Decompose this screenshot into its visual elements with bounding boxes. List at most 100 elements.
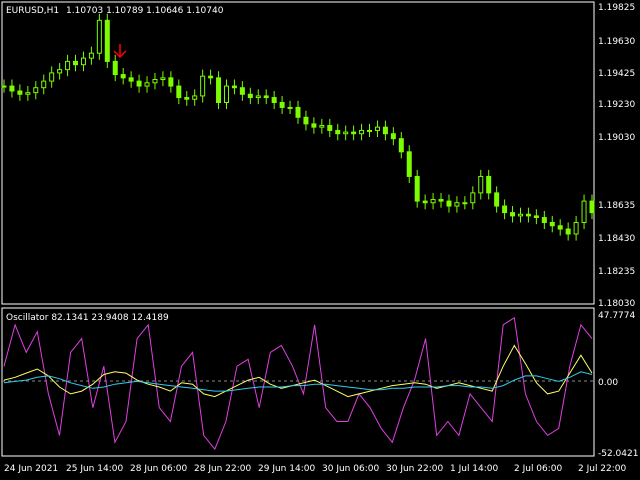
symbol-label: EURUSD,H1 — [6, 6, 59, 16]
candle-body — [581, 200, 587, 223]
candle-body — [96, 19, 102, 54]
candle-body — [160, 77, 166, 80]
candle-body — [486, 175, 492, 194]
time-tick: 2 Jul 22:00 — [578, 464, 627, 474]
candle-body — [573, 221, 579, 235]
candle-body — [549, 221, 555, 227]
candle-body — [510, 212, 516, 217]
candle-body — [311, 123, 317, 128]
candle-body — [65, 60, 71, 71]
candle-body — [88, 52, 94, 59]
candle-body — [49, 72, 55, 82]
candle-body — [136, 80, 142, 87]
candle-body — [184, 97, 190, 100]
candle-body — [41, 80, 47, 89]
candle-body — [589, 200, 595, 214]
candle-body — [223, 85, 229, 103]
ohlc-label: 1.10703 1.10789 1.10646 1.10740 — [66, 6, 224, 16]
oscillator-magenta-line — [3, 316, 593, 451]
candle-body — [525, 213, 531, 217]
candle-body — [327, 125, 333, 131]
candle-body — [25, 92, 31, 95]
candle-body — [462, 202, 468, 205]
down-arrow-icon — [113, 44, 127, 59]
candle-body — [200, 75, 206, 97]
price-tick: 1.18635 — [598, 201, 635, 211]
osc-tick-min: -52.0421 — [598, 449, 638, 459]
candle-body — [73, 60, 79, 66]
candle-body — [57, 69, 63, 74]
candle-body — [192, 95, 198, 100]
candle-body — [446, 200, 452, 207]
candle-body — [295, 106, 301, 118]
candle-body — [168, 77, 174, 87]
candle-body — [1, 85, 7, 88]
candle-body — [319, 125, 325, 128]
price-candles — [1, 13, 595, 241]
candle-body — [454, 202, 460, 207]
candle-body — [422, 200, 428, 204]
candle-body — [104, 19, 110, 62]
candle-body — [430, 198, 436, 204]
candle-body — [80, 57, 86, 66]
price-axis: 1.19825 1.19630 1.19425 1.19230 1.19030 … — [598, 3, 635, 309]
candle-body — [216, 77, 222, 103]
candle-body — [279, 101, 285, 108]
candle-body — [255, 95, 261, 99]
candle-body — [382, 126, 388, 135]
price-tick: 1.19030 — [598, 133, 635, 143]
price-tick: 1.18235 — [598, 267, 635, 277]
oscillator-cyan-line — [3, 371, 593, 392]
time-tick: 30 Jun 22:00 — [386, 464, 443, 474]
candle-body — [533, 215, 539, 219]
candle-body — [557, 225, 563, 230]
candle-body — [287, 106, 293, 109]
candle-body — [128, 77, 134, 82]
candle-body — [343, 131, 349, 135]
candle-body — [351, 131, 357, 135]
candle-body — [565, 228, 571, 235]
time-tick: 1 Jul 14:00 — [450, 464, 499, 474]
candle-body — [247, 93, 253, 99]
oscillator-lines — [3, 316, 593, 451]
candle-body — [367, 129, 373, 132]
candle-body — [303, 116, 309, 125]
candle-body — [263, 95, 269, 99]
candle-body — [502, 205, 508, 214]
candle-body — [470, 192, 476, 204]
candle-body — [231, 85, 237, 89]
candle-body — [239, 87, 245, 95]
candle-body — [390, 133, 396, 140]
price-tick: 1.19825 — [598, 3, 635, 13]
candle-body — [17, 90, 23, 95]
candle-body — [152, 78, 158, 84]
candle-body — [406, 151, 412, 177]
candle-body — [494, 192, 500, 207]
oscillator-yellow-line — [3, 344, 593, 398]
oscillator-panel[interactable] — [1, 307, 595, 457]
time-tick: 29 Jun 14:00 — [258, 464, 315, 474]
candle-body — [398, 138, 404, 153]
candle-body — [176, 85, 182, 99]
candle-body — [541, 217, 547, 223]
time-tick: 30 Jun 06:00 — [322, 464, 379, 474]
candle-body — [335, 129, 341, 135]
time-tick: 2 Jul 06:00 — [514, 464, 563, 474]
time-tick: 25 Jun 14:00 — [66, 464, 123, 474]
time-tick: 28 Jun 22:00 — [194, 464, 251, 474]
candle-body — [478, 175, 484, 194]
time-axis: 24 Jun 2021 25 Jun 14:00 28 Jun 06:00 28… — [4, 464, 627, 474]
candle-body — [208, 75, 214, 79]
candle-body — [374, 126, 380, 131]
price-panel[interactable] — [1, 1, 595, 305]
time-tick: 24 Jun 2021 — [4, 464, 58, 474]
price-tick: 1.18030 — [598, 299, 635, 309]
price-tick: 1.19630 — [598, 37, 635, 47]
candle-body — [438, 198, 444, 202]
candle-body — [517, 213, 523, 217]
candle-body — [271, 97, 277, 103]
price-tick: 1.18430 — [598, 234, 635, 244]
oscillator-axis: 47.7774 0.00 -52.0421 — [598, 311, 638, 459]
osc-tick-max: 47.7774 — [598, 311, 635, 321]
